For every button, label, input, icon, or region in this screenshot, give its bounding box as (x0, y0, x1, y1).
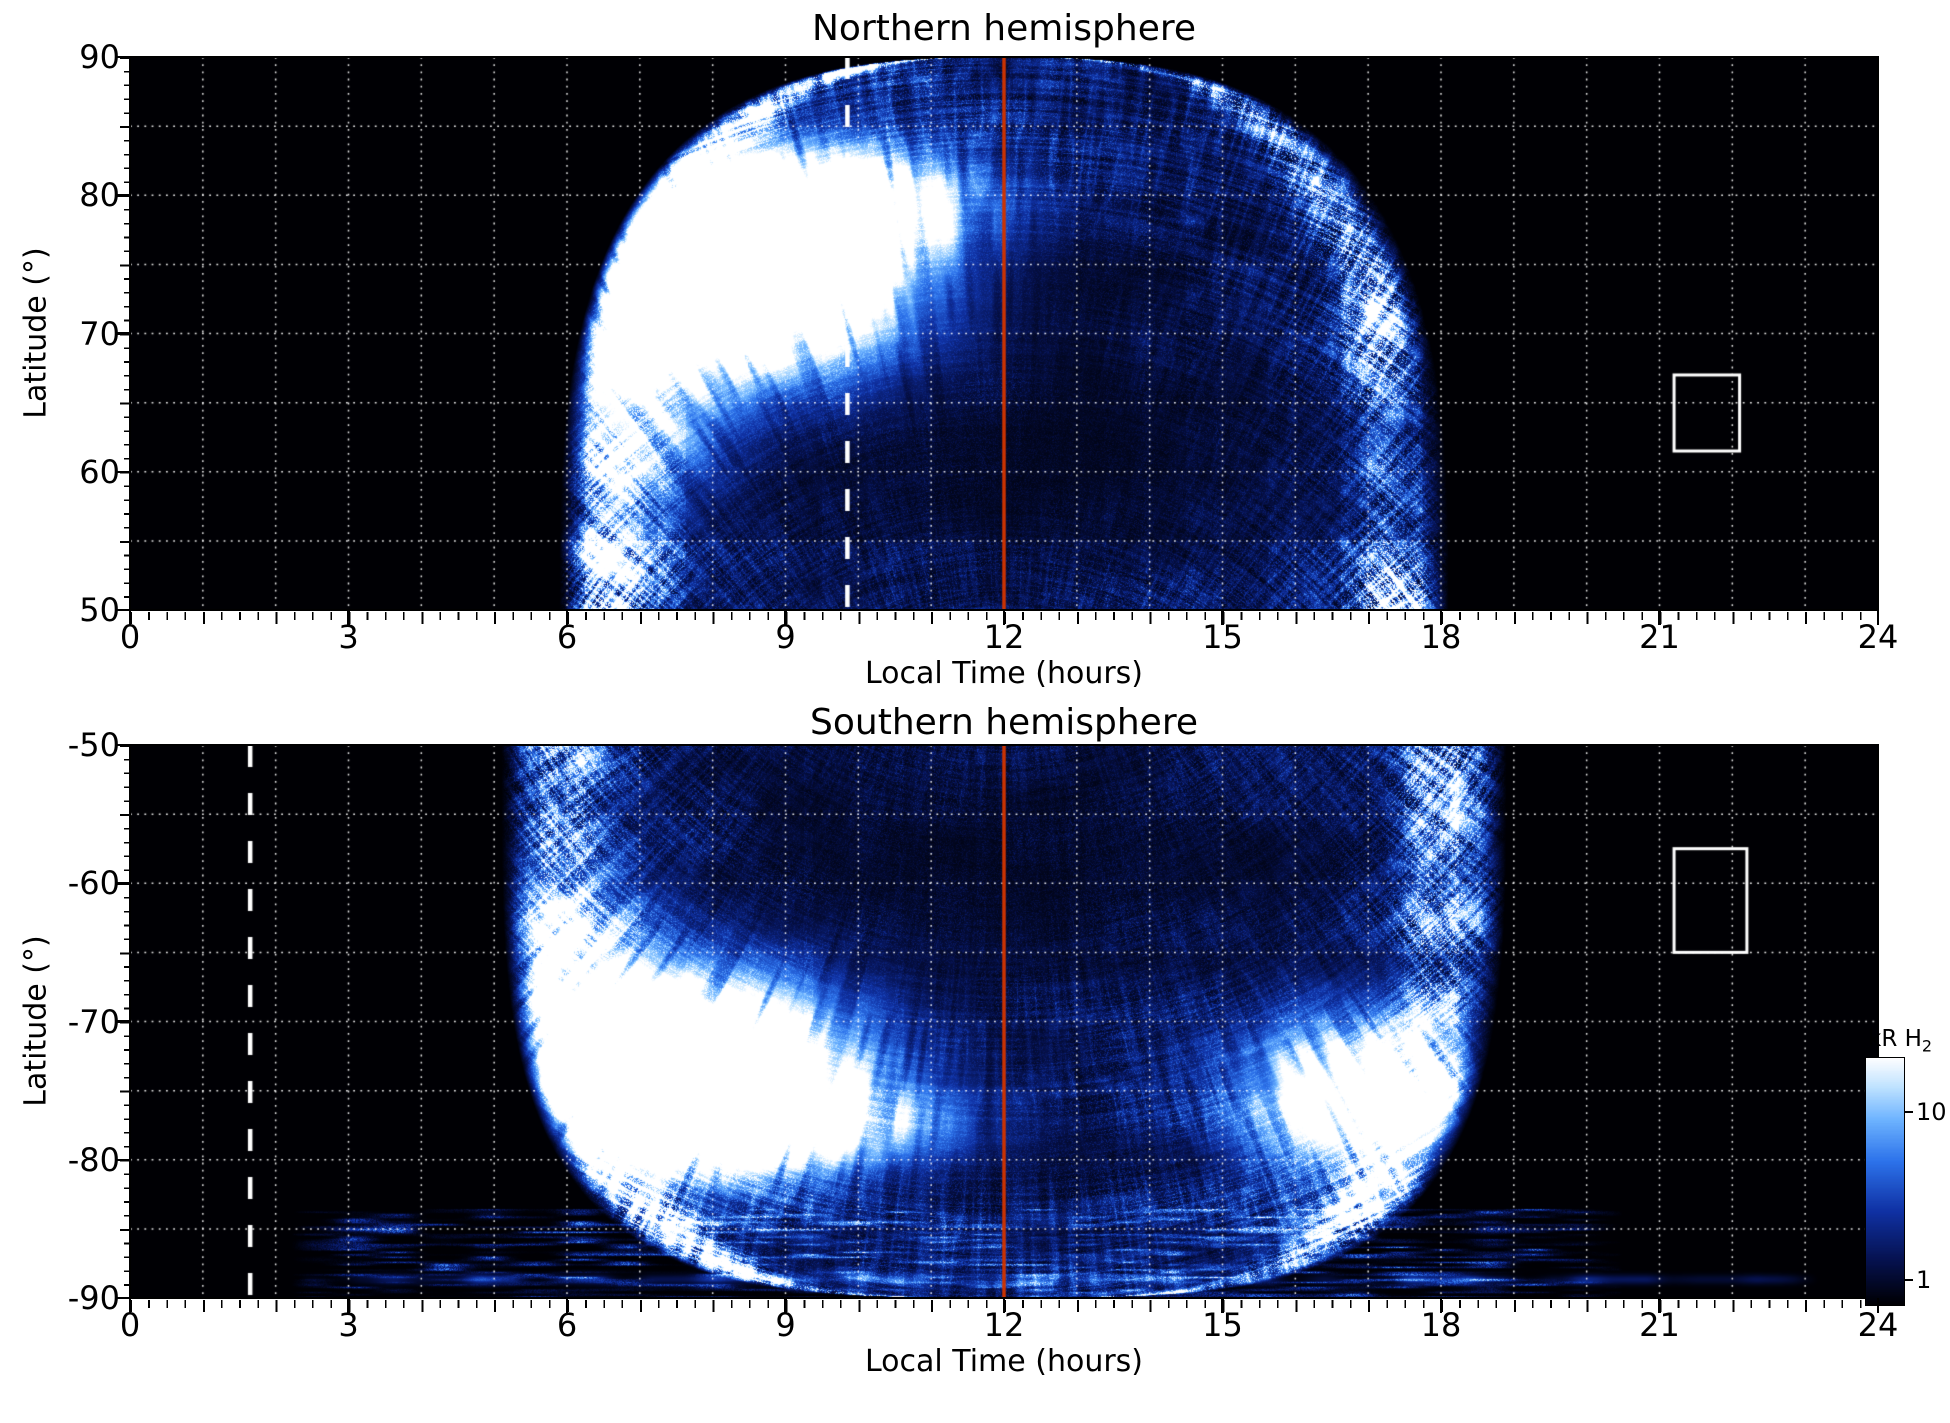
south-y-tick-label--50: -50 (67, 726, 120, 764)
colorbar-tick-label-1: 1 (1916, 1266, 1932, 1295)
north-x-major-tickmark (128, 610, 132, 625)
south-y-tick-label--60: -60 (67, 864, 120, 903)
north-x-tick-label-3: 3 (338, 618, 359, 656)
south-x-major-tickmark (347, 1298, 350, 1313)
south-y-major-tickmark (115, 1296, 130, 1300)
north-x-axis-label: Local Time (hours) (865, 656, 1143, 691)
north-x-tick-label-0: 0 (119, 618, 141, 656)
north-y-major-tickmark (115, 608, 130, 612)
south-x-tick-label-3: 3 (338, 1306, 359, 1344)
south-y-major-tickmark (115, 743, 130, 747)
south-x-major-tickmark (1876, 1298, 1880, 1313)
north-y-major-tickmark (115, 470, 130, 473)
south-y-major-tickmark (115, 882, 130, 885)
north-y-major-tickmark (115, 194, 130, 197)
north-x-major-tickmark (784, 610, 787, 625)
south-x-major-tickmark (1002, 1298, 1006, 1313)
south-x-tick-label-6: 6 (556, 1306, 578, 1344)
north-x-tick-label-9: 9 (775, 618, 796, 656)
colorbar-label-main: kR H (1868, 1026, 1922, 1052)
north-y-major-tickmark (115, 332, 130, 335)
south-x-major-tickmark (1439, 1298, 1443, 1313)
north-x-major-tickmark (1876, 610, 1880, 625)
south-heatmap-canvas (130, 745, 1878, 1298)
colorbar-gradient (1866, 1058, 1904, 1305)
north-x-major-tickmark (1439, 610, 1443, 625)
south-x-major-tickmark (128, 1298, 132, 1313)
south-x-tick-label-0: 0 (119, 1306, 141, 1344)
south-y-tick-label--70: -70 (67, 1002, 120, 1041)
colorbar-tickmark-10 (1904, 1111, 1913, 1114)
north-y-tick-label-90: 90 (79, 38, 120, 76)
colorbar-label-sub: 2 (1921, 1036, 1933, 1056)
north-x-major-tickmark (565, 610, 569, 625)
north-x-tick-label-6: 6 (556, 618, 578, 656)
north-heatmap-canvas (130, 57, 1878, 610)
south-y-major-tickmark (115, 1020, 130, 1023)
south-x-tick-label-9: 9 (775, 1306, 796, 1344)
south-y-major-tickmark (115, 1158, 130, 1161)
north-y-tick-label-70: 70 (79, 314, 120, 353)
north-y-tick-label-50: 50 (79, 591, 120, 629)
colorbar-label: kR H2 (1868, 1026, 1932, 1056)
south-x-major-tickmark (784, 1298, 787, 1313)
south-y-tick-label--80: -80 (67, 1140, 120, 1179)
north-y-major-tickmark (115, 55, 130, 59)
south-title: Southern hemisphere (810, 702, 1198, 743)
south-x-major-tickmark (1221, 1298, 1224, 1313)
north-x-major-tickmark (1221, 610, 1224, 625)
colorbar-tickmark-1 (1904, 1279, 1913, 1282)
north-y-tick-label-60: 60 (79, 452, 120, 491)
north-y-tick-label-80: 80 (79, 176, 120, 215)
colorbar-tick-label-10: 10 (1916, 1098, 1947, 1127)
south-x-major-tickmark (565, 1298, 569, 1313)
south-x-axis-label: Local Time (hours) (865, 1344, 1143, 1379)
south-y-tick-label--90: -90 (67, 1279, 120, 1317)
north-x-major-tickmark (347, 610, 350, 625)
south-x-major-tickmark (1658, 1298, 1661, 1313)
north-title: Northern hemisphere (811, 8, 1197, 49)
north-x-major-tickmark (1002, 610, 1006, 625)
north-x-major-tickmark (1658, 610, 1661, 625)
